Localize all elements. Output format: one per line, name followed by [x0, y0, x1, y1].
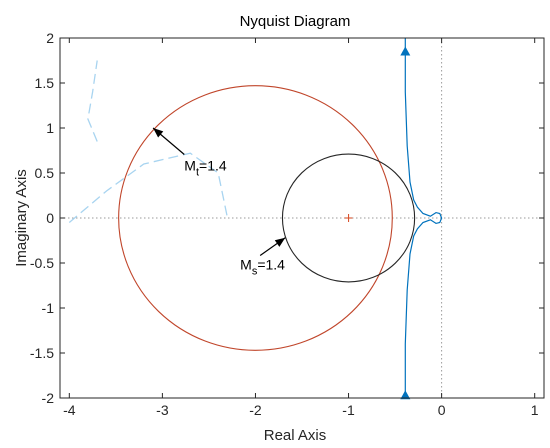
- annotation-main-text: M: [184, 158, 196, 174]
- critical-point-marker: [344, 214, 353, 222]
- annotation-value: =1.4: [257, 257, 285, 273]
- x-tick-label: -3: [156, 402, 169, 418]
- mt-circle: [118, 85, 393, 351]
- y-tick-label: 1: [46, 120, 54, 136]
- x-axis-label: Real Axis: [264, 427, 327, 444]
- nyquist-curve-1: [404, 38, 443, 398]
- annotation-subscript: t: [196, 167, 199, 179]
- y-tick-label: -1: [42, 300, 55, 316]
- y-tick-label: 1.5: [35, 75, 55, 91]
- x-tick-label: 0: [438, 402, 446, 418]
- y-tick-label: -2: [42, 390, 55, 406]
- tick-labels: -4 -3 -2 -1 0 1 2 1.5 1 0.5 0 -0.5 -1 -1.5 -2: [30, 30, 544, 418]
- x-tick-label: 1: [531, 402, 539, 418]
- mt-annotation-arrow-head: [153, 128, 164, 138]
- plot-content: Mt=1.4Ms=1.4: [60, 38, 544, 400]
- chart-title: Nyquist Diagram: [240, 13, 351, 30]
- ms-annotation-label: Ms=1.4: [240, 257, 285, 278]
- y-tick-label: -0.5: [30, 255, 54, 271]
- y-axis-label: Imaginary Axis: [13, 169, 30, 267]
- annotation-main-text: M: [240, 257, 252, 273]
- nyquist-arrow-marker-2: [400, 390, 411, 400]
- y-tick-label: 2: [46, 30, 54, 46]
- ms-annotation-arrow-head: [274, 237, 286, 247]
- faint-arc-1: [68, 152, 229, 223]
- ms-annotation: Ms=1.4: [240, 237, 286, 278]
- x-tick-label: -4: [63, 402, 76, 418]
- plot-frame: [59, 37, 545, 399]
- x-tick-label: -2: [249, 402, 262, 418]
- y-tick-label: -1.5: [30, 345, 54, 361]
- annotation-subscript: s: [252, 266, 258, 278]
- mt-annotation: Mt=1.4: [152, 127, 227, 179]
- y-tick-label: 0: [46, 210, 54, 226]
- mt-annotation-label: Mt=1.4: [184, 158, 227, 179]
- nyquist-arrow-marker-1: [400, 46, 411, 56]
- ms-circle: [281, 153, 416, 283]
- y-tick-label: 0.5: [35, 165, 55, 181]
- faint-arc-2: [87, 60, 98, 142]
- annotation-value: =1.4: [199, 158, 227, 174]
- x-tick-label: -1: [342, 402, 355, 418]
